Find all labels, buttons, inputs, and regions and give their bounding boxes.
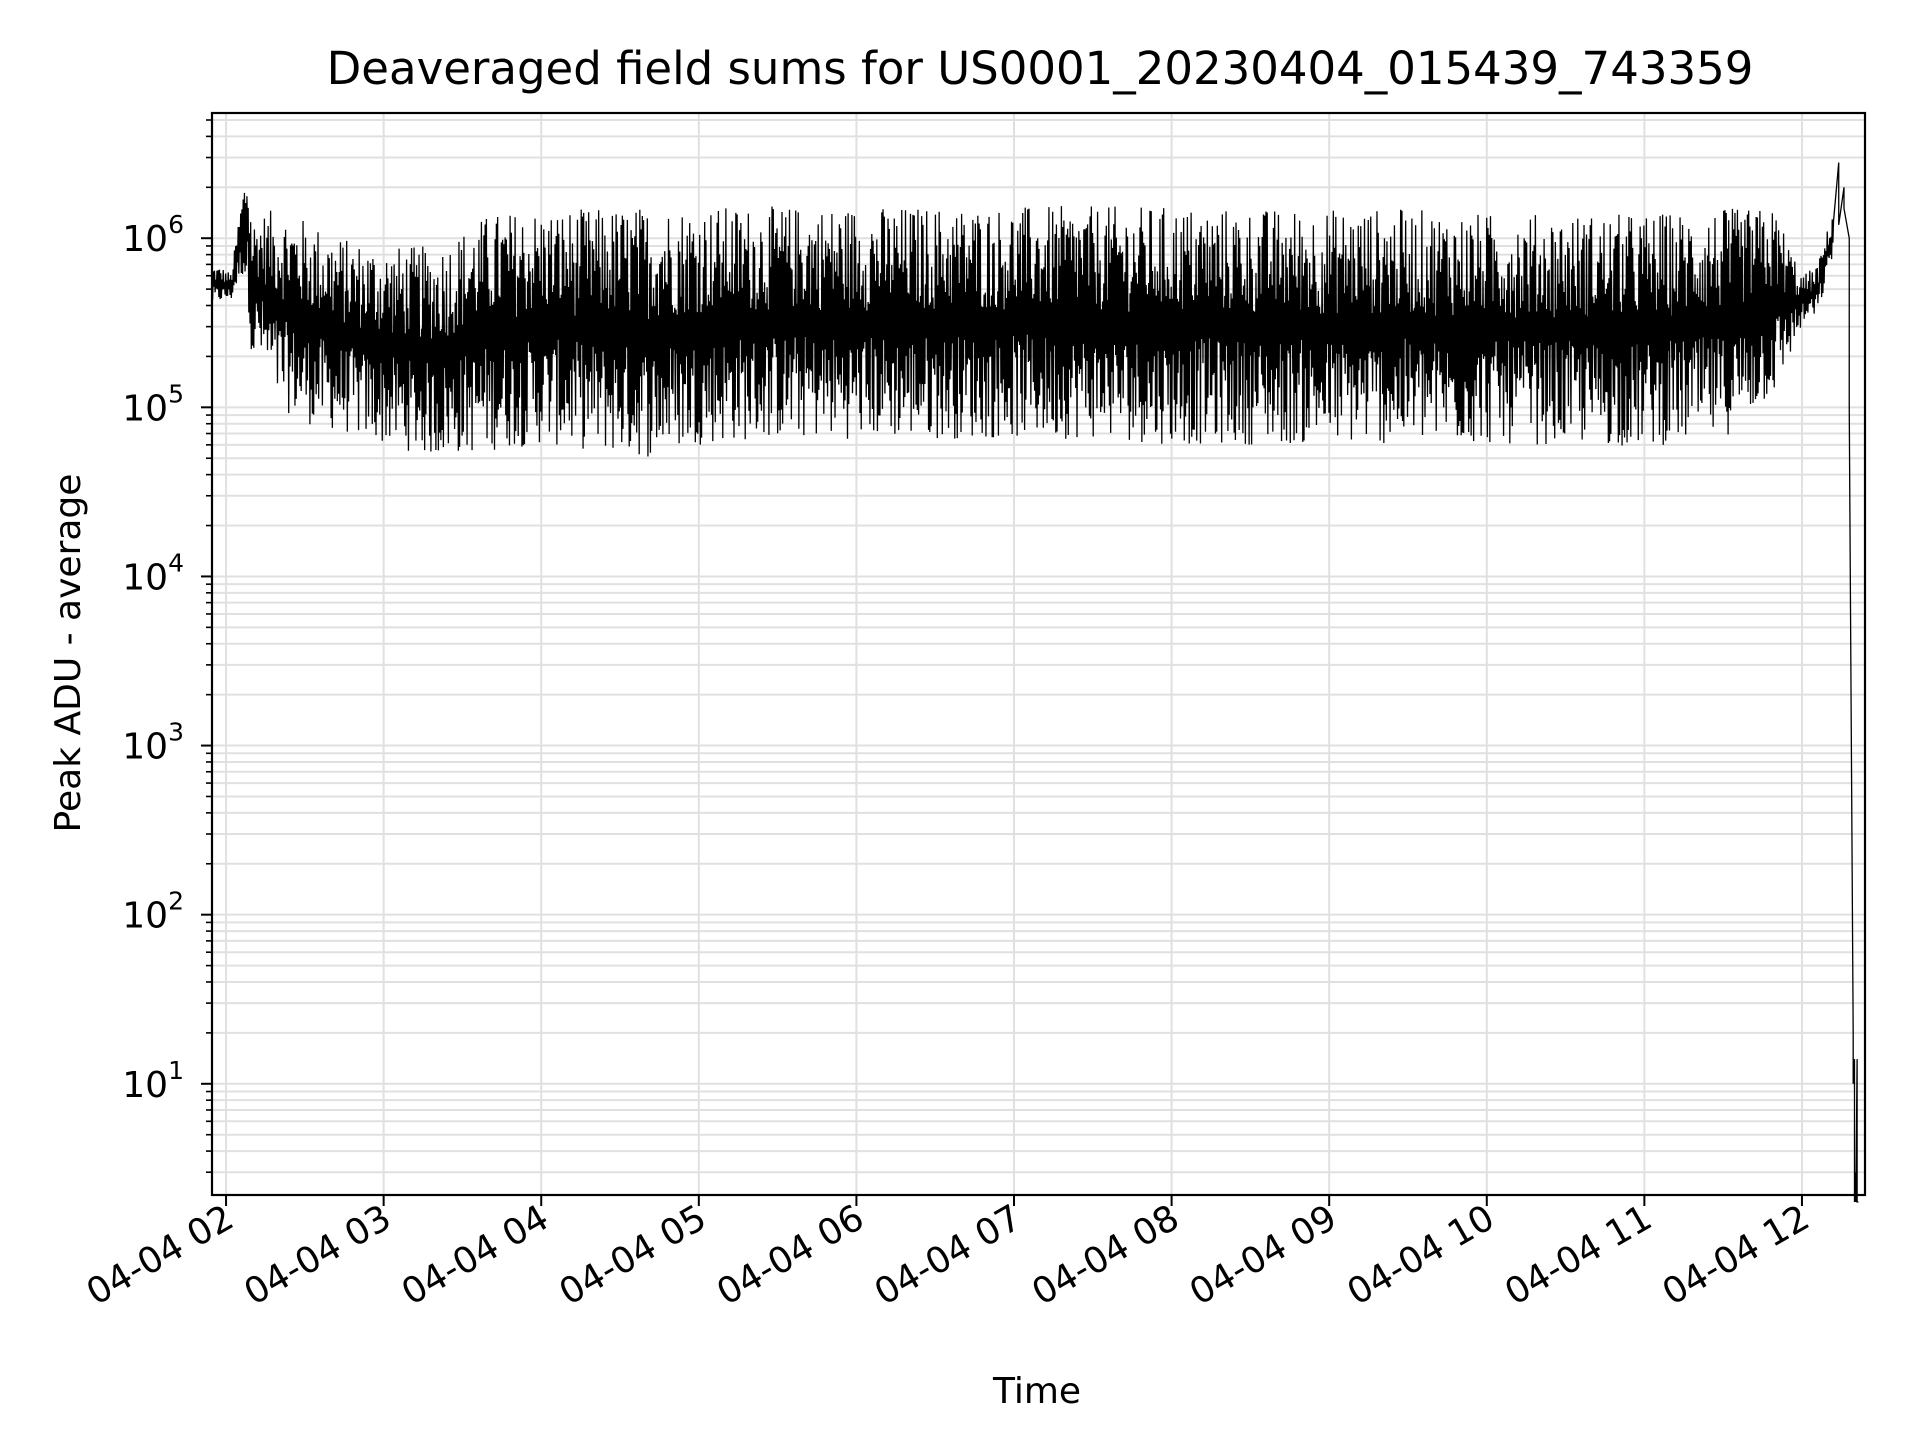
y-tick-label-exponent: 3 — [168, 718, 184, 747]
y-tick-label: 102 — [122, 887, 184, 937]
axes-frame — [210, 111, 1867, 1197]
data-series — [211, 162, 1859, 1203]
y-tick-label-exponent: 1 — [168, 1056, 184, 1085]
y-tick-label: 103 — [122, 718, 184, 768]
y-tick-label-base: 10 — [122, 727, 168, 768]
y-tick-label: 104 — [122, 548, 184, 598]
y-tick-label-base: 10 — [122, 388, 168, 429]
y-tick-label-base: 10 — [122, 219, 168, 260]
y-tick-label-exponent: 2 — [168, 887, 184, 916]
y-tick-label-base: 10 — [122, 557, 168, 598]
chart-title: Deaveraged field sums for US0001_2023040… — [327, 42, 1754, 95]
plot-area — [210, 111, 1867, 1203]
y-tick-label-base: 10 — [122, 1065, 168, 1106]
y-tick-label: 106 — [122, 210, 184, 260]
y-tick-label-exponent: 6 — [168, 210, 184, 239]
y-tick-label-base: 10 — [122, 896, 168, 937]
y-tick-label-exponent: 4 — [168, 548, 184, 577]
y-axis-label: Peak ADU - average — [48, 474, 89, 833]
y-tick-label: 105 — [122, 379, 184, 429]
y-tick-label: 101 — [122, 1056, 184, 1106]
y-tick-label-exponent: 5 — [168, 379, 184, 408]
x-axis-label: Time — [992, 1371, 1081, 1412]
series-line — [211, 162, 1859, 1203]
